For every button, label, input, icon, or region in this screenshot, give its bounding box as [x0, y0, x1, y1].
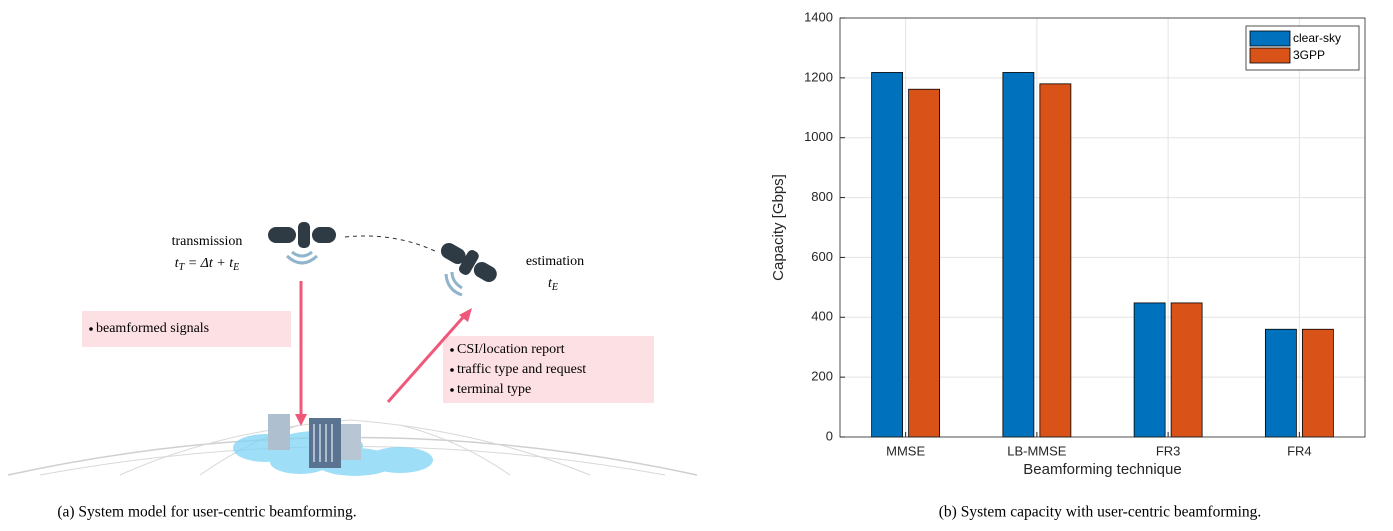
- list-item: traffic type and request: [457, 362, 586, 377]
- legend-label: 3GPP: [1293, 48, 1325, 62]
- bullet: [450, 348, 454, 352]
- building: [268, 414, 290, 450]
- bar: [1302, 329, 1333, 437]
- bullet: [450, 388, 454, 392]
- orbit-path: [345, 236, 437, 252]
- transmission-formula: tT = Δt + tE: [175, 256, 239, 273]
- list-item: beamformed signals: [96, 321, 209, 336]
- formula-part: E: [551, 282, 558, 293]
- bar-chart: 0 200 400 600 800 1000 1200 1400 MMSE LB-MMSE FR3 F…: [770, 9, 1365, 478]
- legend-swatch: [1250, 48, 1290, 63]
- transmission-label: transmission: [172, 234, 243, 249]
- signal-waves: [446, 272, 462, 295]
- list-item: terminal type: [457, 382, 531, 397]
- x-tick-label: LB-MMSE: [1007, 443, 1067, 458]
- bar: [1265, 329, 1296, 437]
- x-tick-label: FR3: [1156, 443, 1181, 458]
- legend-swatch: [1250, 31, 1290, 46]
- satellite-estimate: [436, 236, 503, 290]
- y-axis-label: Capacity [Gbps]: [770, 174, 787, 281]
- caption: (a) System model for user-centric beamfo…: [57, 504, 356, 521]
- y-tick-label: 1200: [804, 69, 833, 84]
- y-tick-label: 200: [811, 369, 833, 384]
- bar: [1040, 84, 1071, 437]
- list-item: CSI/location report: [457, 342, 565, 357]
- legend-label: clear-sky: [1293, 31, 1341, 45]
- arrows: [301, 281, 466, 418]
- x-axis-label: Beamforming technique: [1023, 461, 1181, 478]
- y-tick-label: 400: [811, 309, 833, 324]
- formula-part: = Δt +: [184, 256, 229, 271]
- bullet: [450, 368, 454, 372]
- estimation-label: estimation: [526, 254, 584, 269]
- system-diagram: [8, 222, 697, 476]
- x-tick-label: MMSE: [886, 443, 925, 458]
- caption: (b) System capacity with user-centric be…: [939, 504, 1262, 521]
- y-tick-label: 1000: [804, 129, 833, 144]
- bar: [909, 89, 940, 437]
- x-tick-label: FR4: [1287, 443, 1312, 458]
- y-tick-label: 1400: [804, 9, 833, 24]
- y-tick-label: 600: [811, 249, 833, 264]
- bar: [1171, 303, 1202, 437]
- estimation-formula: tE: [548, 276, 558, 293]
- bullet: [89, 327, 93, 331]
- signal-waves: [287, 252, 317, 263]
- formula-part: E: [232, 262, 239, 273]
- downlink-list: beamformed signals: [89, 321, 209, 336]
- figure: transmission tT = Δt + tE estimation tE …: [0, 0, 1393, 531]
- building: [341, 424, 361, 460]
- satellite-transmit: [268, 222, 336, 248]
- y-tick-label: 0: [826, 428, 833, 443]
- bar: [1134, 303, 1165, 437]
- y-tick-label: 800: [811, 189, 833, 204]
- bar: [872, 72, 903, 437]
- bar: [1003, 72, 1034, 437]
